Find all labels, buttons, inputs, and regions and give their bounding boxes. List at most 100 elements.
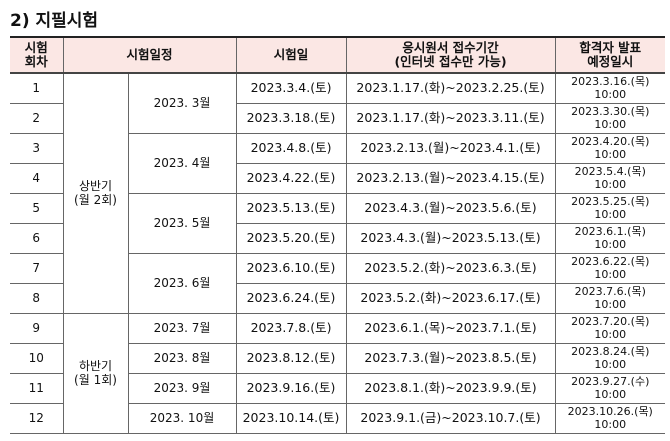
- announcement-line: 10:00: [594, 148, 627, 161]
- month: 2023. 7월: [127, 312, 237, 344]
- round: 2: [10, 102, 64, 134]
- announcement-line: 2023.6.22.(목): [571, 255, 650, 268]
- exam-date: 2023.8.12.(토): [235, 342, 347, 374]
- header-round: 시험 회차: [10, 36, 64, 74]
- month: 2023. 3월: [127, 72, 237, 134]
- announcement-line: 2023.3.16.(목): [571, 75, 650, 89]
- application-period: 2023.7.3.(월)~2023.8.5.(토): [345, 342, 556, 374]
- announcement-line: 10:00: [594, 298, 627, 311]
- exam-date: 2023.6.10.(토): [235, 252, 347, 284]
- announcement: 2023.3.16.(목) 10:00: [554, 72, 666, 104]
- half: 하반기 (월 1회): [62, 312, 129, 434]
- announcement-line: 2023.6.1.(목): [574, 225, 646, 238]
- announcement-line: 2023.3.30.(목): [571, 105, 650, 118]
- exam-date: 2023.3.4.(토): [235, 72, 347, 104]
- header-application-line: 응시원서 접수기간: [402, 40, 499, 55]
- announcement-line: 10:00: [594, 208, 627, 221]
- month: 2023. 5월: [127, 192, 237, 254]
- header-schedule: 시험일정: [62, 36, 237, 74]
- round: 5: [10, 192, 64, 224]
- round: 3: [10, 132, 64, 164]
- application-period: 2023.4.3.(월)~2023.5.13.(토): [345, 222, 556, 254]
- announcement-line: 2023.4.20.(목): [571, 135, 650, 148]
- header-exam-date: 시험일: [235, 36, 347, 74]
- announcement-line: 10:00: [594, 268, 627, 281]
- announcement-line: 10:00: [594, 358, 627, 371]
- round: 10: [10, 342, 64, 374]
- month: 2023. 10월: [127, 402, 237, 434]
- announcement-line: 10:00: [594, 328, 627, 341]
- announcement: 2023.7.6.(목) 10:00: [554, 282, 666, 314]
- application-period: 2023.4.3.(월)~2023.5.6.(토): [345, 192, 556, 224]
- announcement: 2023.9.27.(수) 10:00: [554, 372, 666, 404]
- table-body: 1 상반기 (월 2회) 2023. 3월 2023.3.4.(토) 2023.1.17.…: [10, 72, 666, 434]
- header-application-line: (인터넷 접수만 가능): [394, 54, 507, 69]
- application-period: 2023.8.1.(화)~2023.9.9.(토): [345, 372, 556, 404]
- half-line: (월 1회): [74, 373, 117, 387]
- month: 2023. 9월: [127, 372, 237, 404]
- announcement-line: 10:00: [594, 418, 627, 431]
- announcement: 2023.4.20.(목) 10:00: [554, 132, 666, 164]
- header-application: 응시원서 접수기간 (인터넷 접수만 가능): [345, 36, 556, 74]
- header-row: 시험 회차 시험일정 시험일 응시원서 접수기간 (인터넷 접수만 가능) 합격자 발표 예정…: [10, 36, 666, 74]
- round: 7: [10, 252, 64, 284]
- round: 11: [10, 372, 64, 404]
- round: 12: [10, 402, 64, 434]
- announcement: 2023.6.1.(목) 10:00: [554, 222, 666, 254]
- application-period: 2023.5.2.(화)~2023.6.17.(토): [345, 282, 556, 314]
- table-row: 11 2023. 9월 2023.9.16.(토) 2023.8.1.(화)~2023…: [10, 372, 666, 404]
- table-row: 12 2023. 10월 2023.10.14.(토) 2023.9.1.(금)~20…: [10, 402, 666, 434]
- application-period: 2023.2.13.(월)~2023.4.15.(토): [345, 162, 556, 194]
- announcement-line: 10:00: [594, 88, 627, 102]
- header-round-line: 시험: [24, 40, 48, 55]
- exam-date: 2023.3.18.(토): [235, 102, 347, 134]
- month: 2023. 4월: [127, 132, 237, 194]
- header-announcement: 합격자 발표 예정일시: [554, 36, 666, 74]
- round: 6: [10, 222, 64, 254]
- announcement-line: 2023.8.24.(목): [571, 345, 650, 358]
- announcement-line: 2023.7.20.(목): [571, 315, 650, 328]
- round: 8: [10, 282, 64, 314]
- application-period: 2023.6.1.(목)~2023.7.1.(토): [345, 312, 556, 344]
- announcement-line: 2023.9.27.(수): [571, 375, 650, 388]
- header-announcement-line: 합격자 발표: [579, 40, 642, 55]
- exam-date: 2023.7.8.(토): [235, 312, 347, 344]
- announcement: 2023.5.25.(목) 10:00: [554, 192, 666, 224]
- application-period: 2023.9.1.(금)~2023.10.7.(토): [345, 402, 556, 434]
- half-line: (월 2회): [74, 193, 117, 208]
- half: 상반기 (월 2회): [62, 72, 129, 314]
- announcement-line: 2023.7.6.(목): [574, 285, 646, 298]
- exam-date: 2023.9.16.(토): [235, 372, 347, 404]
- round: 4: [10, 162, 64, 194]
- table-row: 7 2023. 6월 2023.6.10.(토) 2023.5.2.(화)~2023.…: [10, 252, 666, 314]
- announcement-line: 2023.5.4.(목): [574, 165, 646, 178]
- announcement-line: 2023.10.26.(목): [567, 405, 653, 418]
- application-period: 2023.1.17.(화)~2023.3.11.(토): [345, 102, 556, 134]
- exam-date: 2023.5.20.(토): [235, 222, 347, 254]
- half-line: 상반기: [78, 179, 113, 194]
- table-row: 5 2023. 5월 2023.5.13.(토) 2023.4.3.(월)~2023.…: [10, 192, 666, 254]
- announcement-line: 10:00: [594, 118, 627, 131]
- table-row: 8 2023.6.24.(토) 2023.5.2.(화)~2023.6.17.(토)…: [10, 282, 666, 314]
- exam-date: 2023.5.13.(토): [235, 192, 347, 224]
- section-title: 2) 지필시험: [10, 11, 99, 31]
- table-row: 9 하반기 (월 1회) 2023. 7월 2023.7.8.(토) 2023.6.1.(…: [10, 312, 666, 434]
- round: 9: [10, 312, 64, 344]
- exam-date: 2023.10.14.(토): [235, 402, 347, 434]
- month: 2023. 8월: [127, 342, 237, 374]
- announcement-line: 10:00: [594, 178, 627, 191]
- announcement: 2023.8.24.(목) 10:00: [554, 342, 666, 374]
- exam-date: 2023.4.22.(토): [235, 162, 347, 194]
- application-period: 2023.2.13.(월)~2023.4.1.(토): [345, 132, 556, 164]
- application-period: 2023.1.17.(화)~2023.2.25.(토): [345, 72, 556, 104]
- header-announcement-line: 예정일시: [587, 54, 634, 69]
- table-header: 시험 회차 시험일정 시험일 응시원서 접수기간 (인터넷 접수만 가능) 합격자 발표 예정…: [10, 36, 666, 74]
- exam-schedule-table: 시험 회차 시험일정 시험일 응시원서 접수기간 (인터넷 접수만 가능) 합격자 발표 예정…: [10, 36, 666, 434]
- half-line: 하반기: [78, 359, 113, 373]
- header-round-line: 회차: [24, 54, 48, 69]
- table-row: 1 상반기 (월 2회) 2023. 3월 2023.3.4.(토) 2023.1.17.…: [10, 72, 666, 314]
- announcement: 2023.5.4.(목) 10:00: [554, 162, 666, 194]
- table-row: 10 2023. 8월 2023.8.12.(토) 2023.7.3.(월)~2023…: [10, 342, 666, 374]
- round: 1: [10, 72, 64, 104]
